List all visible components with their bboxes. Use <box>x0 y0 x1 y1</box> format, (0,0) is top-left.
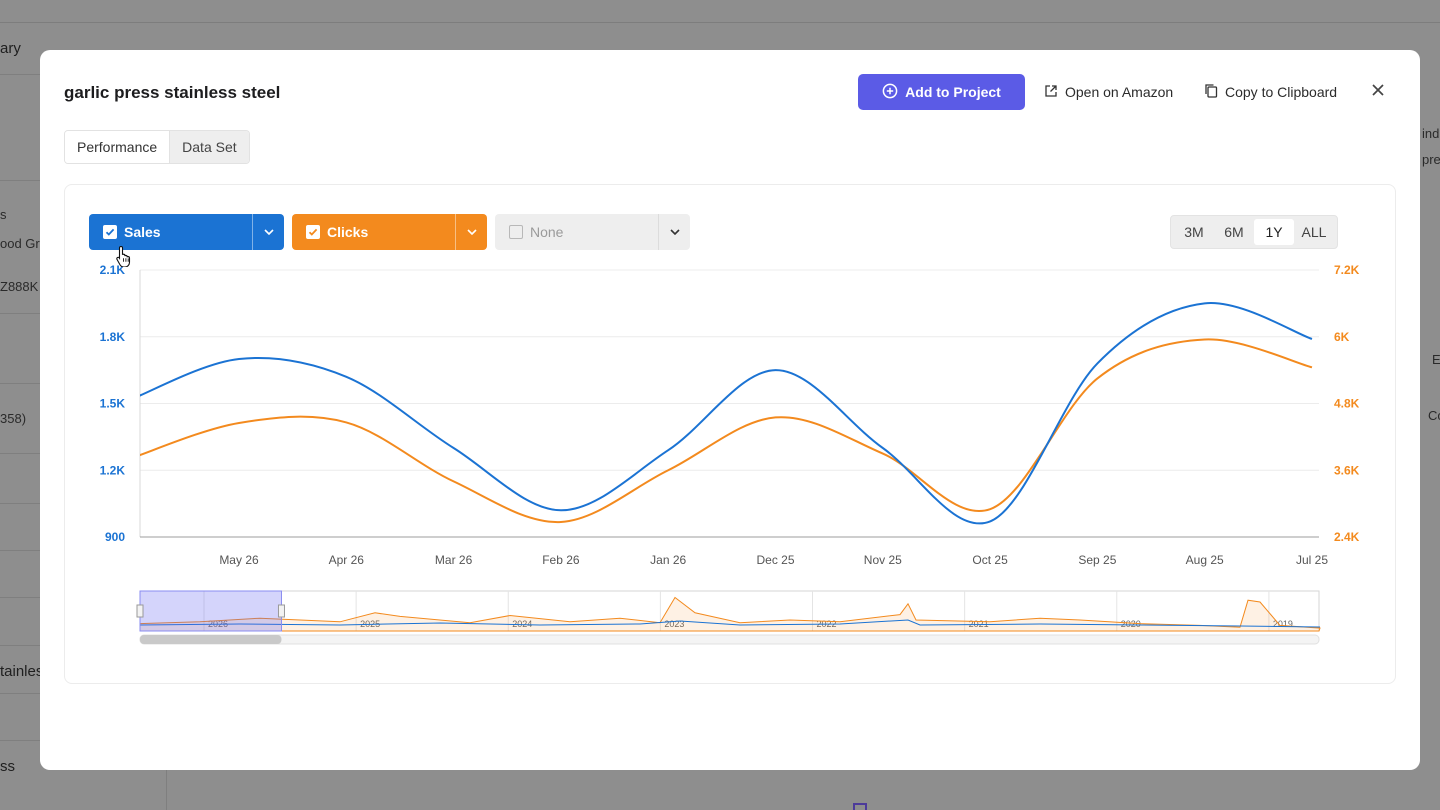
background-divider <box>0 645 40 646</box>
navigator-series-sales <box>139 619 1321 628</box>
x-axis-tick: Jul 25 <box>1296 553 1328 567</box>
range-all[interactable]: ALL <box>1301 224 1327 240</box>
metric-label: None <box>530 224 564 240</box>
background-divider <box>0 740 40 741</box>
checkbox-empty-icon[interactable] <box>509 225 523 239</box>
chevron-down-icon[interactable] <box>455 214 487 250</box>
x-axis-tick: Aug 25 <box>1186 553 1224 567</box>
chevron-down-icon[interactable] <box>252 214 284 250</box>
open-on-amazon-button[interactable]: Open on Amazon <box>1044 74 1173 110</box>
y-axis-right-tick: 7.2K <box>1334 263 1360 277</box>
metric-select-sales[interactable]: Sales <box>89 214 284 250</box>
close-button[interactable] <box>1366 80 1390 104</box>
metric-select-none[interactable]: None <box>495 214 690 250</box>
background-text: E <box>1432 352 1440 367</box>
background-divider <box>0 693 40 694</box>
background-checkbox <box>853 803 867 810</box>
y-axis-left-tick: 2.1K <box>100 263 126 277</box>
navigator-handle <box>136 604 144 618</box>
copy-to-clipboard-button[interactable]: Copy to Clipboard <box>1204 74 1337 110</box>
background-divider <box>0 453 40 454</box>
x-axis-tick: Jan 26 <box>650 553 686 567</box>
series-line-clicks <box>140 338 1313 523</box>
background-divider <box>0 22 1440 23</box>
background-text: Co <box>1428 408 1440 423</box>
add-to-project-label: Add to Project <box>905 84 1001 100</box>
copy-icon <box>1204 83 1218 101</box>
x-axis-tick: Oct 25 <box>972 553 1008 567</box>
background-text: s <box>0 207 7 222</box>
navigator-year-label: 2019 <box>1273 619 1293 629</box>
metric-label: Clicks <box>327 224 369 240</box>
range-6m[interactable]: 6M <box>1224 224 1244 240</box>
chevron-down-icon[interactable] <box>658 214 690 250</box>
navigator-year-label: 2021 <box>969 619 989 629</box>
x-axis-tick: Dec 25 <box>756 553 794 567</box>
background-text: 358) <box>0 411 27 426</box>
navigator-year-label: 2020 <box>1121 619 1141 629</box>
background-divider <box>0 503 40 504</box>
y-axis-right-tick: 6K <box>1334 330 1350 344</box>
background-divider <box>0 383 40 384</box>
navigator-scrollbar-track <box>139 634 1320 645</box>
time-range-selector: 3M 6M 1Y ALL <box>1170 215 1338 249</box>
hand-cursor-icon <box>115 245 133 272</box>
copy-to-clipboard-label: Copy to Clipboard <box>1225 84 1338 100</box>
metric-label: Sales <box>124 224 161 240</box>
background-text: Z888K <box>0 279 39 294</box>
navigator-selection <box>139 590 282 632</box>
open-on-amazon-label: Open on Amazon <box>1065 84 1174 100</box>
background-divider <box>0 597 40 598</box>
background-text: ind <box>1422 126 1440 141</box>
navigator-scrollbar-thumb[interactable] <box>140 635 282 644</box>
view-tabs: Performance Data Set <box>64 130 250 164</box>
y-axis-left-tick: 900 <box>105 530 125 544</box>
range-1y[interactable]: 1Y <box>1254 219 1294 245</box>
x-axis-tick: Sep 25 <box>1078 553 1116 567</box>
keyword-detail-modal: garlic press stainless steel Add to Proj… <box>40 50 1420 770</box>
y-axis-left-tick: 1.8K <box>100 330 126 344</box>
background-divider <box>0 550 40 551</box>
y-axis-left-tick: 1.5K <box>100 397 126 411</box>
background-text: ood Gri <box>0 236 43 251</box>
background-text: pre <box>1422 152 1440 167</box>
background-text: ary <box>0 40 21 57</box>
navigator-handle <box>277 604 285 618</box>
x-axis-tick: Apr 26 <box>329 553 365 567</box>
background-divider <box>0 180 40 181</box>
x-axis-tick: Feb 26 <box>542 553 580 567</box>
plus-circle-icon <box>882 83 898 102</box>
background-divider <box>0 74 40 75</box>
modal-title: garlic press stainless steel <box>64 83 281 102</box>
navigator-year-label: 2023 <box>664 619 684 629</box>
tab-data-set[interactable]: Data Set <box>169 131 249 163</box>
tab-performance[interactable]: Performance <box>65 131 170 163</box>
y-axis-right-tick: 3.6K <box>1334 463 1360 477</box>
background-divider <box>0 313 40 314</box>
line-chart: 900 2.4K 1.2K 3.6K 1.5K 4.8K 1.8K 6K 2.1K 7.2K Jul… <box>100 263 1360 645</box>
metric-select-clicks[interactable]: Clicks <box>292 214 487 250</box>
navigator-year-label: 2024 <box>512 619 532 629</box>
performance-chart-card: Sales Clicks None <box>64 184 1396 684</box>
y-axis-right-tick: 2.4K <box>1334 530 1360 544</box>
background-divider <box>166 770 167 810</box>
external-link-icon <box>1044 84 1058 101</box>
background-text: ss <box>0 758 15 775</box>
x-axis-tick: Nov 25 <box>864 553 902 567</box>
series-line-sales <box>140 302 1313 525</box>
x-axis-tick: Mar 26 <box>435 553 473 567</box>
y-axis-right-tick: 4.8K <box>1334 397 1360 411</box>
checkbox-checked-icon[interactable] <box>306 225 320 239</box>
add-to-project-button[interactable]: Add to Project <box>858 74 1025 110</box>
x-axis-tick: May 26 <box>219 553 259 567</box>
range-3m[interactable]: 3M <box>1184 224 1204 240</box>
background-text: tainles <box>0 663 44 680</box>
y-axis-left-tick: 1.2K <box>100 463 126 477</box>
checkbox-checked-icon[interactable] <box>103 225 117 239</box>
close-icon <box>1371 83 1385 102</box>
